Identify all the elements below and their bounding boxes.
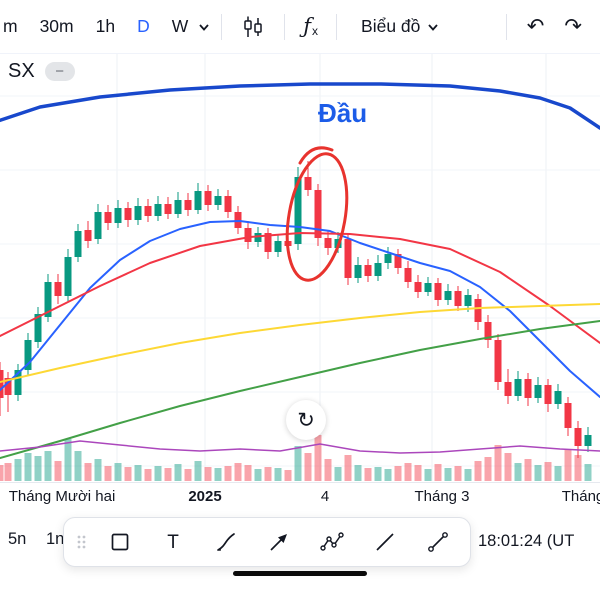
timeframe-30m[interactable]: 30m: [40, 10, 74, 43]
symbol-text[interactable]: SX: [8, 60, 35, 82]
home-indicator: [233, 571, 367, 576]
time-axis-label: Tháng Mười hai: [8, 488, 116, 505]
chevron-down-icon: [428, 23, 439, 31]
bottom-toolbar: 5n 1n T 18:01:24 (UT: [0, 508, 600, 600]
time-axis-label: 2025: [188, 488, 222, 505]
undo-icon[interactable]: ↶: [517, 10, 555, 43]
chevron-down-icon[interactable]: [197, 20, 211, 34]
toolbar-divider: [284, 13, 286, 40]
timeframe-w[interactable]: W: [172, 10, 189, 43]
symbol-legend: SX −: [8, 60, 75, 83]
chart-style-candles-icon[interactable]: [232, 10, 274, 44]
toolbar-divider: [505, 13, 507, 40]
range-1n[interactable]: 1n: [46, 530, 65, 548]
timeframe-m[interactable]: m: [3, 10, 18, 43]
reset-chart-button[interactable]: ↻: [286, 400, 326, 440]
head-annotation[interactable]: Đầu: [318, 98, 368, 128]
timeframe-group: m 30m 1h D W: [0, 10, 199, 43]
timeframe-1h[interactable]: 1h: [96, 10, 115, 43]
toolbar-divider: [336, 13, 338, 40]
chart-menu-label: Biểu đồ: [361, 16, 421, 36]
toolbar-divider: [221, 13, 223, 40]
arrow-tool-icon[interactable]: [253, 518, 306, 566]
svg-text:T: T: [167, 532, 179, 553]
zigzag-tool-icon[interactable]: [305, 518, 358, 566]
redo-icon[interactable]: ↷: [554, 10, 592, 43]
range-5n[interactable]: 5n: [8, 530, 27, 548]
timeframe-d[interactable]: D: [137, 10, 150, 43]
anchored-line-tool-icon[interactable]: [411, 518, 464, 566]
time-axis-label: Tháng: [561, 488, 600, 505]
drawing-toolbar: T: [63, 517, 471, 567]
rectangle-tool-icon[interactable]: [94, 518, 147, 566]
drag-handle[interactable]: [70, 518, 94, 566]
legend-collapse-button[interactable]: −: [44, 62, 75, 81]
line-tool-icon[interactable]: [358, 518, 411, 566]
time-axis-label: Tháng 3: [414, 488, 470, 505]
time-axis-label: 4: [320, 488, 330, 505]
text-tool-icon[interactable]: T: [147, 518, 200, 566]
clock-display[interactable]: 18:01:24 (UT: [478, 532, 575, 550]
brush-tool-icon[interactable]: [200, 518, 253, 566]
time-axis[interactable]: Tháng Mười hai 2025 4 Tháng 3 Tháng: [0, 482, 600, 508]
chart-menu-button[interactable]: Biểu đồ: [353, 12, 448, 41]
